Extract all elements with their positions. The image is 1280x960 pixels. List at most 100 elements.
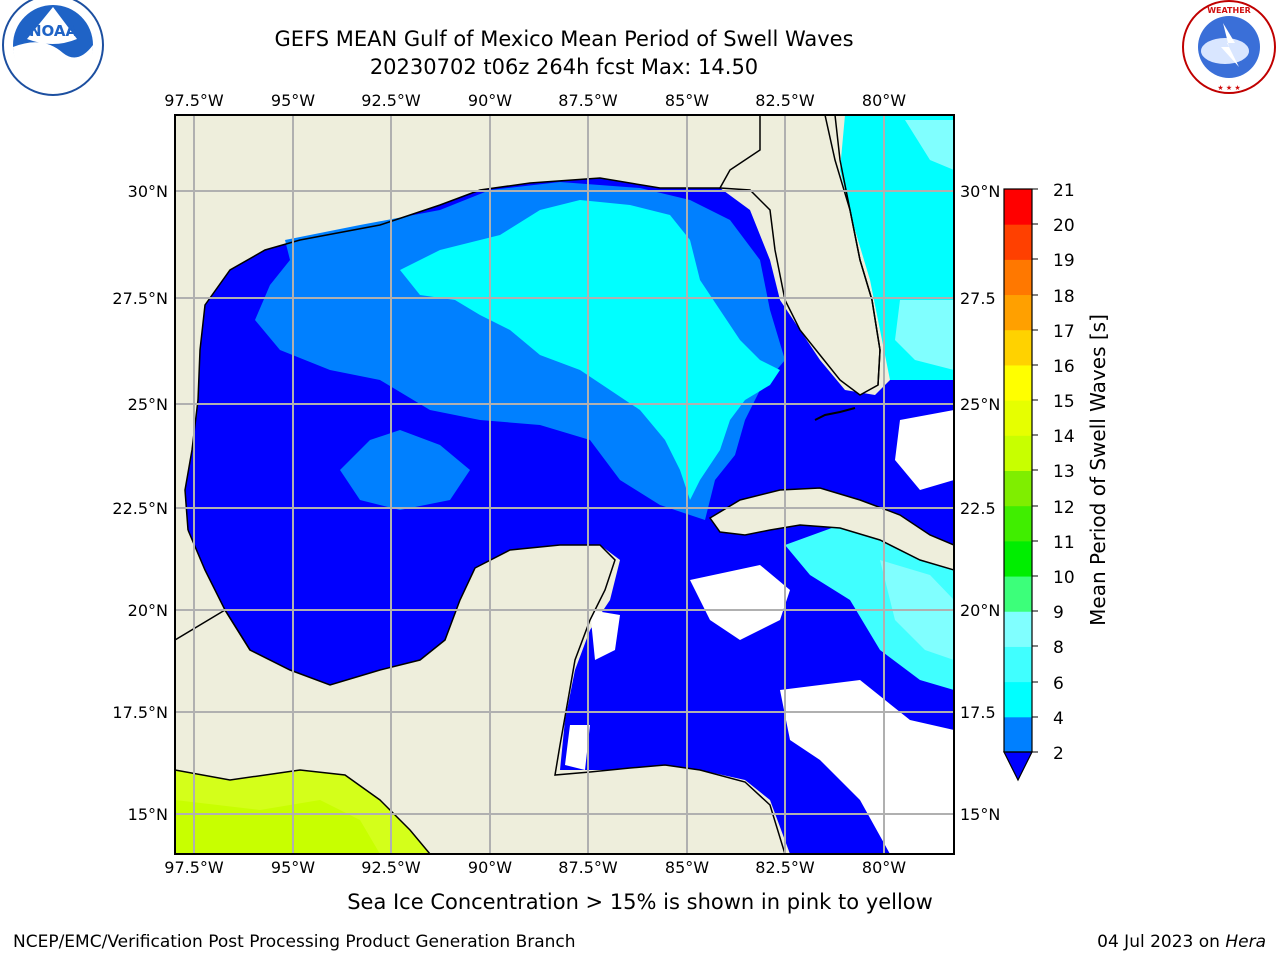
- lon-labels-top: 97.5°W 95°W 92.5°W 90°W 87.5°W 85°W 82.5…: [164, 91, 906, 110]
- colorbar-segment: [1004, 364, 1032, 401]
- mexico-west-coast: [187, 529, 251, 651]
- lon-label: 97.5°W: [164, 91, 224, 110]
- missing-data-patch: [780, 680, 954, 854]
- missing-data-patch: [895, 410, 954, 490]
- colorbar-tick-labels: 21 20 19 18 17 16 15 14 13 12 11 10 9 8 …: [1053, 181, 1075, 764]
- colorbar-tick-label: 18: [1053, 287, 1075, 307]
- lon-label: 95°W: [271, 91, 315, 110]
- grid-lines: [175, 115, 954, 854]
- svg-text:WEATHER: WEATHER: [1207, 6, 1251, 15]
- colorbar-segment: [1004, 329, 1032, 366]
- colorbar-segment: [1004, 681, 1032, 718]
- colorbar-extend-triangle: [1003, 751, 1033, 782]
- lat-label: 17.5: [960, 703, 996, 722]
- colorbar: 21 20 19 18 17 16 15 14 13 12 11 10 9 8 …: [1003, 181, 1110, 782]
- colorbar-tick-label: 9: [1053, 603, 1064, 623]
- lat-label: 15°N: [128, 805, 168, 824]
- colorbar-tick-label: 21: [1053, 181, 1075, 201]
- colorbar-tick-label: 15: [1053, 392, 1075, 412]
- swell-band-4-6-south: [340, 430, 470, 510]
- lat-label: 17.5°N: [112, 703, 168, 722]
- colorbar-tick-label: 14: [1053, 427, 1075, 447]
- colorbar-segment: [1004, 470, 1032, 507]
- lon-label: 85°W: [665, 858, 709, 877]
- florida-atlantic-coast: [834, 115, 881, 386]
- colorbar-segment: [1004, 435, 1032, 471]
- colorbar-tick-label: 11: [1053, 533, 1075, 553]
- lat-labels-right: 30°N 27.5 25°N 22.5 20°N 17.5 15°N: [960, 182, 1000, 824]
- lon-labels-bottom: 97.5°W 95°W 92.5°W 90°W 87.5°W 85°W 82.5…: [164, 858, 906, 877]
- florida-keys: [814, 407, 856, 421]
- lat-label: 15°N: [960, 805, 1000, 824]
- lon-label: 82.5°W: [755, 858, 815, 877]
- noaa-logo: NOAA: [2, 0, 104, 96]
- lon-label: 82.5°W: [755, 91, 815, 110]
- colorbar-segment: [1004, 505, 1032, 542]
- colorbar-segment: [1004, 259, 1032, 296]
- lat-label: 27.5: [960, 289, 996, 308]
- colorbar-label: Mean Period of Swell Waves [s]: [1086, 314, 1110, 626]
- lon-label: 80°W: [862, 858, 906, 877]
- svg-text:NOAA: NOAA: [29, 22, 78, 40]
- lat-labels-left: 30°N 27.5°N 25°N 22.5°N 20°N 17.5°N 15°N: [112, 182, 168, 824]
- colorbar-tick-label: 16: [1053, 357, 1075, 377]
- lon-label: 92.5°W: [361, 91, 421, 110]
- lon-label: 97.5°W: [164, 858, 224, 877]
- colorbar-tick-label: 20: [1053, 216, 1075, 236]
- missing-data-patch: [590, 610, 620, 660]
- map-area: [175, 115, 954, 854]
- colorbar-tick-label: 12: [1053, 498, 1075, 518]
- lon-label: 87.5°W: [558, 858, 618, 877]
- colorbar-tick-label: 6: [1053, 674, 1064, 694]
- date-stamp-host: Hera: [1225, 932, 1266, 952]
- colorbar-tick-label: 17: [1053, 322, 1075, 342]
- colorbar-segment: [1004, 646, 1032, 683]
- colorbar-segment: [1004, 294, 1032, 331]
- lon-label: 90°W: [468, 91, 512, 110]
- map-title: GEFS MEAN Gulf of Mexico Mean Period of …: [274, 27, 854, 51]
- lat-label: 30°N: [960, 182, 1000, 201]
- lon-label: 92.5°W: [361, 858, 421, 877]
- colorbar-segment: [1004, 540, 1032, 577]
- date-stamp: 04 Jul 2023 on Hera: [1097, 932, 1266, 952]
- lon-label: 80°W: [862, 91, 906, 110]
- colorbar-segment: [1004, 611, 1032, 647]
- nws-logo: WEATHER ★ ★ ★: [1182, 0, 1276, 94]
- colorbar-tick-marks: [1032, 188, 1038, 753]
- lat-label: 22.5: [960, 499, 996, 518]
- colorbar-segment: [1004, 576, 1032, 612]
- svg-text:★ ★ ★: ★ ★ ★: [1217, 84, 1240, 92]
- lat-label: 20°N: [960, 601, 1000, 620]
- lon-label: 87.5°W: [558, 91, 618, 110]
- colorbar-segment: [1004, 716, 1032, 753]
- lat-label: 20°N: [128, 601, 168, 620]
- lon-label: 95°W: [271, 858, 315, 877]
- missing-data-patch: [690, 565, 790, 640]
- atlantic-light-cyan-patch: [895, 300, 954, 370]
- colorbar-tick-label: 8: [1053, 638, 1064, 658]
- map-frame: [174, 114, 955, 855]
- credit-text: NCEP/EMC/Verification Post Processing Pr…: [13, 932, 576, 952]
- lat-label: 27.5°N: [112, 289, 168, 308]
- colorbar-tick-label: 10: [1053, 568, 1075, 588]
- map-subtitle: 20230702 t06z 264h fcst Max: 14.50: [369, 55, 759, 79]
- colorbar-segment: [1004, 400, 1032, 436]
- lat-label: 22.5°N: [112, 499, 168, 518]
- colorbar-tick-label: 19: [1053, 251, 1075, 271]
- lat-label: 25°N: [960, 395, 1000, 414]
- missing-data-patch: [565, 725, 590, 770]
- atlantic-light-cyan-patch-2: [905, 120, 954, 170]
- colorbar-segment: [1004, 189, 1032, 225]
- lat-label: 25°N: [128, 395, 168, 414]
- date-stamp-prefix: 04 Jul 2023 on: [1097, 932, 1226, 952]
- sea-ice-note: Sea Ice Concentration > 15% is shown in …: [347, 890, 933, 914]
- lat-label: 30°N: [128, 182, 168, 201]
- colorbar-segment: [1004, 224, 1032, 260]
- colorbar-tick-label: 13: [1053, 462, 1075, 482]
- colorbar-tick-label: 4: [1053, 709, 1064, 729]
- colorbar-segments: [1004, 189, 1032, 753]
- caribbean-swell-4-8: [785, 525, 954, 690]
- lon-label: 90°W: [468, 858, 512, 877]
- lon-label: 85°W: [665, 91, 709, 110]
